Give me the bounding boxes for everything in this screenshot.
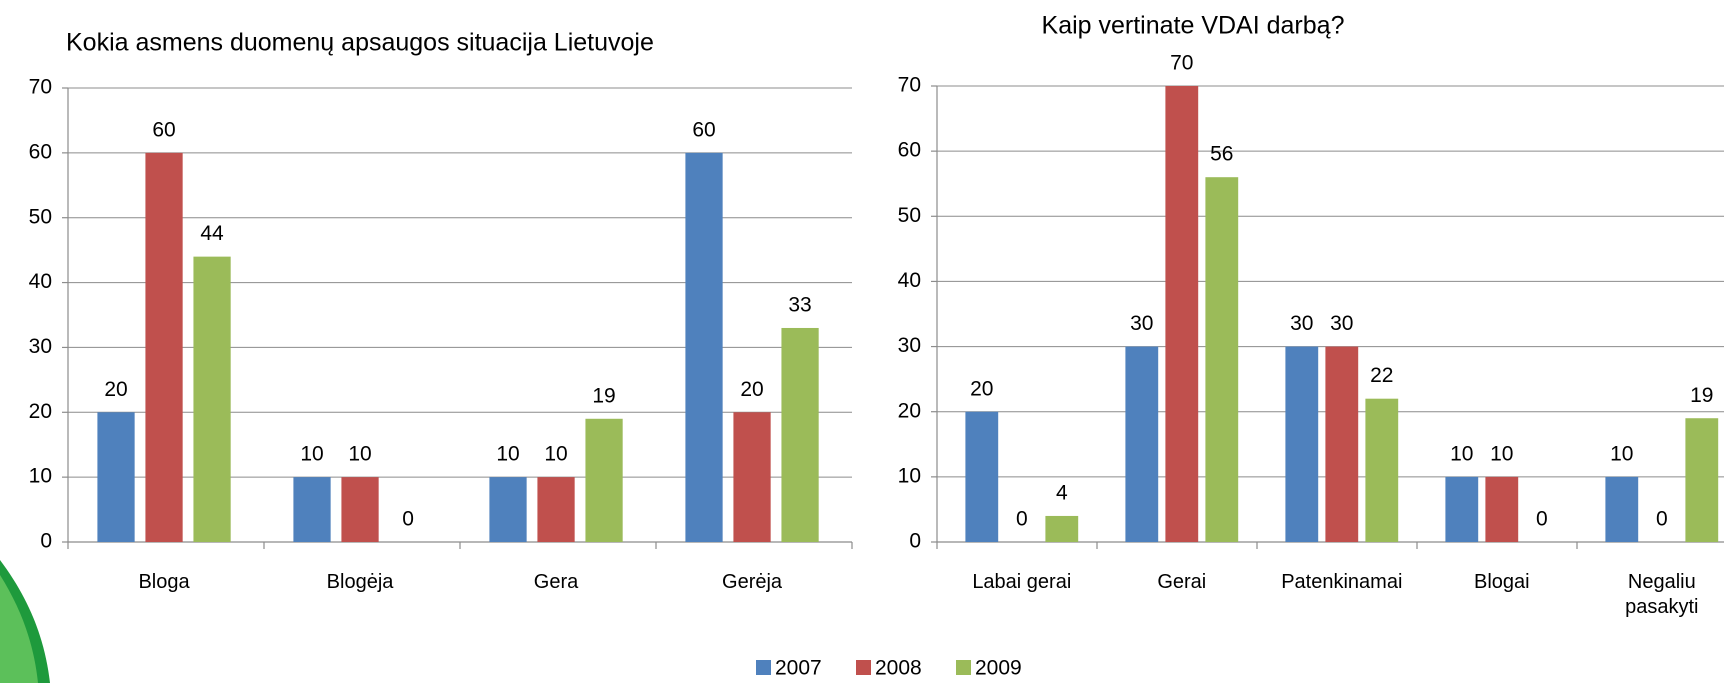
decoration xyxy=(0,575,38,683)
chart-title: Kaip vertinate VDAI darbą? xyxy=(1042,12,1345,40)
x-label-box: Gerai xyxy=(1157,571,1207,593)
data-label: 10 xyxy=(300,443,323,466)
bar xyxy=(1165,86,1199,542)
x-tick-label: Negaliu pasakyti xyxy=(1625,571,1699,618)
x-label-box: Bloga xyxy=(138,571,190,593)
y-tick-label: 10 xyxy=(29,465,52,488)
data-label: 60 xyxy=(152,118,175,141)
bar xyxy=(1365,398,1399,542)
y-tick-label: 50 xyxy=(29,205,52,228)
chart-title: Kokia asmens duomenų apsaugos situacija … xyxy=(66,29,654,57)
data-label: 20 xyxy=(104,378,127,401)
bar xyxy=(1485,476,1519,542)
bar xyxy=(537,477,575,542)
data-label: 20 xyxy=(970,377,993,400)
y-tick-label: 0 xyxy=(909,530,921,553)
data-label: 10 xyxy=(496,443,519,466)
x-label-box: Negaliu pasakyti xyxy=(1625,571,1699,618)
bar xyxy=(1445,476,1479,542)
legend-swatch xyxy=(856,660,871,675)
bar xyxy=(965,411,999,542)
bar xyxy=(97,412,135,542)
x-tick-label: Blogai xyxy=(1473,571,1530,593)
data-label: 33 xyxy=(788,294,811,317)
x-tick-label: Patenkinamai xyxy=(1281,571,1403,593)
data-label: 0 xyxy=(1536,508,1548,531)
x-label-box: Labai gerai xyxy=(972,571,1072,593)
bar xyxy=(733,412,771,542)
data-label: 22 xyxy=(1370,364,1393,387)
y-tick-label: 50 xyxy=(898,204,921,227)
data-label: 0 xyxy=(1656,508,1668,531)
bar xyxy=(1205,177,1239,542)
data-label: 30 xyxy=(1130,312,1153,335)
bar xyxy=(341,477,379,542)
x-label-box: Gera xyxy=(533,571,579,593)
bar xyxy=(781,327,819,542)
x-tick-label: Bloga xyxy=(138,571,190,593)
data-label: 10 xyxy=(1490,442,1513,465)
y-tick-label: 30 xyxy=(898,334,921,357)
legend-swatch xyxy=(756,660,771,675)
legend-swatch xyxy=(956,660,971,675)
x-tick-label: Gerėja xyxy=(722,571,783,593)
y-tick-label: 70 xyxy=(29,76,52,99)
data-label: 10 xyxy=(348,443,371,466)
x-tick-label: Gerai xyxy=(1157,571,1207,593)
bar xyxy=(1125,346,1159,542)
legend-label: 2008 xyxy=(875,657,922,680)
y-tick-label: 30 xyxy=(29,335,52,358)
data-label: 56 xyxy=(1210,143,1233,166)
x-label-box: Blogai xyxy=(1473,571,1530,593)
data-label: 19 xyxy=(592,384,615,407)
bar xyxy=(1605,476,1639,542)
bar xyxy=(489,477,527,542)
data-label: 10 xyxy=(544,443,567,466)
data-label: 30 xyxy=(1330,312,1353,335)
bar xyxy=(1045,515,1079,542)
bar xyxy=(585,418,623,542)
x-tick-label: Blogėja xyxy=(326,571,394,593)
bar xyxy=(193,256,231,542)
y-tick-label: 10 xyxy=(898,464,921,487)
y-tick-label: 70 xyxy=(898,74,921,97)
data-label: 30 xyxy=(1290,312,1313,335)
y-tick-label: 20 xyxy=(898,399,921,422)
y-tick-label: 0 xyxy=(40,530,52,553)
x-tick-label: Gera xyxy=(533,571,579,593)
data-label: 10 xyxy=(1450,442,1473,465)
y-tick-label: 60 xyxy=(29,140,52,163)
data-label: 0 xyxy=(1016,508,1028,531)
bar xyxy=(1325,346,1359,542)
bar xyxy=(1685,418,1719,542)
data-label: 70 xyxy=(1170,52,1193,75)
data-label: 60 xyxy=(692,118,715,141)
data-label: 10 xyxy=(1610,442,1633,465)
data-label: 0 xyxy=(402,508,414,531)
data-label: 19 xyxy=(1690,384,1713,407)
bar xyxy=(293,477,331,542)
data-label: 44 xyxy=(200,222,224,245)
x-label-box: Gerėja xyxy=(722,571,783,593)
bar xyxy=(145,152,183,542)
bar xyxy=(1285,346,1319,542)
y-tick-label: 20 xyxy=(29,400,52,423)
y-tick-label: 40 xyxy=(29,270,52,293)
data-label: 4 xyxy=(1056,481,1068,504)
legend-label: 2007 xyxy=(775,657,822,680)
y-tick-label: 60 xyxy=(898,139,921,162)
x-label-box: Patenkinamai xyxy=(1281,571,1403,593)
x-label-box: Blogėja xyxy=(326,571,394,593)
x-tick-label: Labai gerai xyxy=(972,571,1072,593)
y-tick-label: 40 xyxy=(898,269,921,292)
bar xyxy=(685,152,723,542)
legend-label: 2009 xyxy=(975,657,1022,680)
data-label: 20 xyxy=(740,378,763,401)
